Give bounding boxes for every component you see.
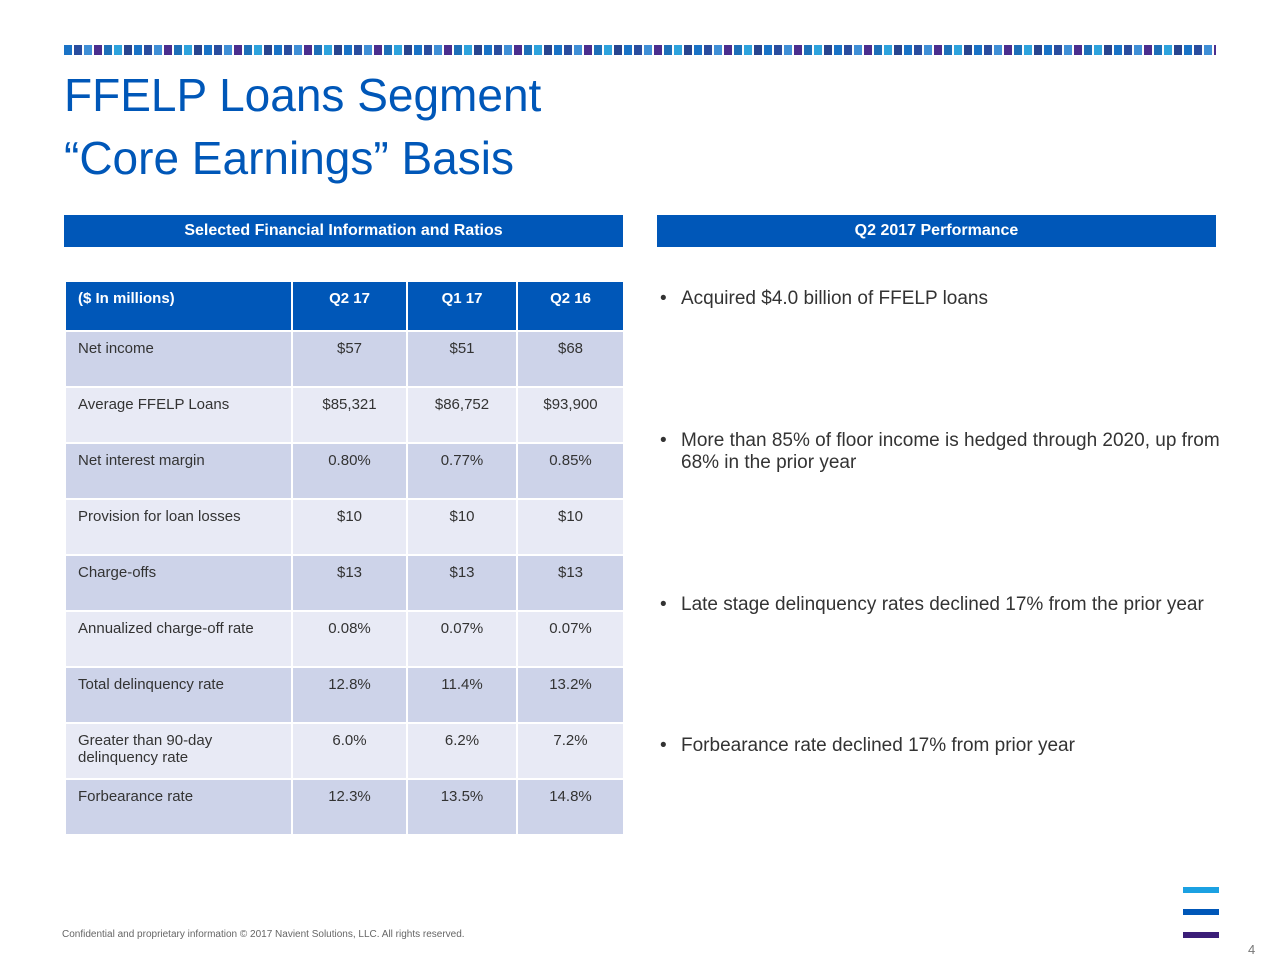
cell-q2-17: $13 — [293, 556, 406, 610]
cell-q2-16: 0.07% — [518, 612, 623, 666]
row-label: Net interest margin — [66, 444, 291, 498]
cell-q2-17: 12.8% — [293, 668, 406, 722]
bullet-text: Forbearance rate declined 17% from prior… — [681, 735, 1075, 756]
row-label: Annualized charge-off rate — [66, 612, 291, 666]
cell-q2-16: $93,900 — [518, 388, 623, 442]
bullet-text: Acquired $4.0 billion of FFELP loans — [681, 288, 988, 309]
logo-bar-middle — [1183, 909, 1219, 915]
cell-q2-17: $57 — [293, 332, 406, 386]
cell-q2-16: 14.8% — [518, 780, 623, 834]
cell-q2-16: $13 — [518, 556, 623, 610]
financial-info-header: Selected Financial Information and Ratio… — [64, 215, 623, 247]
cell-q2-17: 6.0% — [293, 724, 406, 778]
cell-q2-17: 12.3% — [293, 780, 406, 834]
bullet-text: More than 85% of floor income is hedged … — [681, 430, 1220, 473]
cell-q1-17: 11.4% — [408, 668, 516, 722]
slide-subtitle: “Core Earnings” Basis — [64, 132, 514, 184]
bullet-item: • Late stage delinquency rates declined … — [660, 594, 1240, 616]
bullet-icon: • — [660, 594, 667, 615]
table-row: Net income $57 $51 $68 — [66, 332, 623, 386]
bullet-item: • More than 85% of floor income is hedge… — [660, 430, 1225, 474]
cell-q1-17: $51 — [408, 332, 516, 386]
cell-q1-17: 13.5% — [408, 780, 516, 834]
cell-q1-17: 0.07% — [408, 612, 516, 666]
table-row: Forbearance rate 12.3% 13.5% 14.8% — [66, 780, 623, 834]
table-row: Charge-offs $13 $13 $13 — [66, 556, 623, 610]
cell-q2-16: 7.2% — [518, 724, 623, 778]
cell-q2-16: 13.2% — [518, 668, 623, 722]
column-header-q2-16: Q2 16 — [518, 282, 623, 330]
bullet-item: • Acquired $4.0 billion of FFELP loans — [660, 288, 1225, 310]
cell-q2-17: $10 — [293, 500, 406, 554]
cell-q1-17: 6.2% — [408, 724, 516, 778]
row-label: Greater than 90-day delinquency rate — [66, 724, 291, 778]
cell-q2-16: $68 — [518, 332, 623, 386]
navient-logo-icon — [1183, 887, 1219, 939]
financial-table: ($ In millions) Q2 17 Q1 17 Q2 16 Net in… — [64, 280, 625, 836]
cell-q2-16: 0.85% — [518, 444, 623, 498]
row-label: Total delinquency rate — [66, 668, 291, 722]
slide-title: FFELP Loans Segment — [64, 69, 542, 121]
table-row: Average FFELP Loans $85,321 $86,752 $93,… — [66, 388, 623, 442]
footer-confidential: Confidential and proprietary information… — [62, 929, 465, 940]
cell-q2-17: 0.80% — [293, 444, 406, 498]
bullet-icon: • — [660, 430, 667, 451]
logo-bar-bottom — [1183, 932, 1219, 938]
performance-header: Q2 2017 Performance — [657, 215, 1216, 247]
table-row: Greater than 90-day delinquency rate 6.0… — [66, 724, 623, 778]
column-header-q1-17: Q1 17 — [408, 282, 516, 330]
page-number: 4 — [1248, 942, 1256, 957]
column-header-q2-17: Q2 17 — [293, 282, 406, 330]
table-row: Total delinquency rate 12.8% 11.4% 13.2% — [66, 668, 623, 722]
cell-q2-17: 0.08% — [293, 612, 406, 666]
table-row: Provision for loan losses $10 $10 $10 — [66, 500, 623, 554]
row-label: Average FFELP Loans — [66, 388, 291, 442]
bullet-text: Late stage delinquency rates declined 17… — [681, 594, 1204, 615]
cell-q1-17: $10 — [408, 500, 516, 554]
logo-bar-top — [1183, 887, 1219, 893]
column-header-label: ($ In millions) — [66, 282, 291, 330]
cell-q2-16: $10 — [518, 500, 623, 554]
bullet-item: • Forbearance rate declined 17% from pri… — [660, 735, 1225, 757]
bullet-icon: • — [660, 288, 667, 309]
table-header-row: ($ In millions) Q2 17 Q1 17 Q2 16 — [66, 282, 623, 330]
bullet-icon: • — [660, 735, 667, 756]
row-label: Charge-offs — [66, 556, 291, 610]
cell-q1-17: 0.77% — [408, 444, 516, 498]
cell-q2-17: $85,321 — [293, 388, 406, 442]
table-row: Net interest margin 0.80% 0.77% 0.85% — [66, 444, 623, 498]
row-label: Net income — [66, 332, 291, 386]
decorative-top-bar — [64, 45, 1216, 55]
cell-q1-17: $86,752 — [408, 388, 516, 442]
table-row: Annualized charge-off rate 0.08% 0.07% 0… — [66, 612, 623, 666]
row-label: Provision for loan losses — [66, 500, 291, 554]
cell-q1-17: $13 — [408, 556, 516, 610]
row-label: Forbearance rate — [66, 780, 291, 834]
